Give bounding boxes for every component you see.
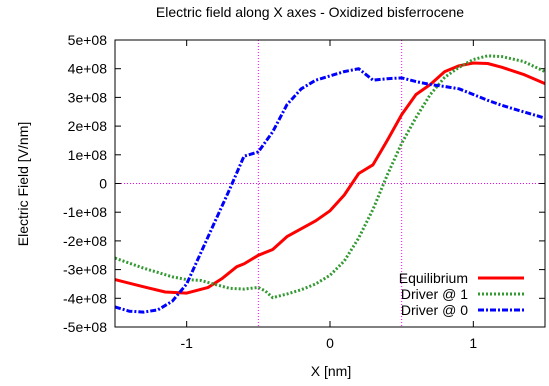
series-line-2: [114, 54, 546, 300]
series-lines: [114, 54, 546, 314]
reference-lines: [115, 40, 545, 327]
x-axis-label: X [nm]: [311, 363, 351, 379]
y-axis-label: Electric Field [V/nm]: [15, 122, 31, 246]
y-tick-label: 5e+08: [68, 32, 108, 48]
axis-ticks: -5e+08 -4e+08 -3e+08 -2e+08 -1e+08 0 1e+08 2e+0…: [63, 32, 545, 351]
y-tick-label: 2e+08: [68, 118, 108, 134]
chart-title: Electric field along X axes - Oxidized b…: [156, 4, 464, 20]
legend-label: Equilibrium: [399, 270, 468, 286]
y-tick-label: 0: [99, 176, 107, 192]
x-tick-label: 1: [469, 335, 477, 351]
x-tick-label: 0: [326, 335, 334, 351]
y-tick-label: -2e+08: [63, 233, 107, 249]
legend-label: Driver @ 1: [401, 286, 468, 302]
y-tick-label: -1e+08: [63, 204, 107, 220]
y-tick-label: -5e+08: [63, 319, 107, 335]
x-tick-label: -1: [180, 335, 193, 351]
plot-frame: [114, 39, 546, 328]
series-line-3: [114, 67, 546, 314]
y-tick-label: 4e+08: [68, 61, 108, 77]
y-tick-label: -4e+08: [63, 290, 107, 306]
y-tick-label: 3e+08: [68, 89, 108, 105]
y-tick-label: 1e+08: [68, 147, 108, 163]
y-tick-label: -3e+08: [63, 262, 107, 278]
legend-label: Driver @ 0: [401, 302, 468, 318]
